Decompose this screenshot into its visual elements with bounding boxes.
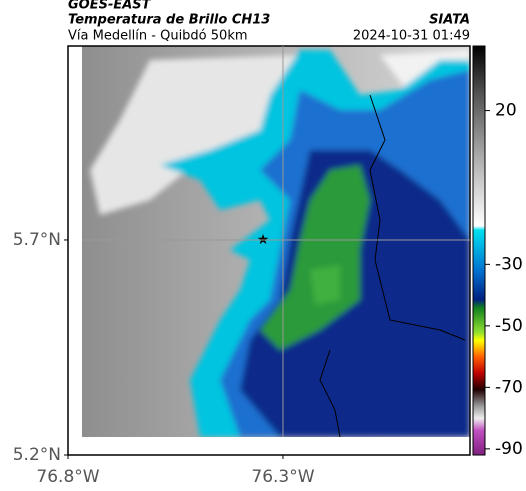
- source: GOES-EAST: [68, 0, 152, 13]
- product: Temperatura de Brillo CH13: [68, 13, 270, 28]
- route: Vía Medellín - Quibdó 50km: [68, 29, 248, 44]
- map-frame: [67, 45, 471, 456]
- colorbar-label: 20: [495, 101, 517, 121]
- timestamp: 2024-10-31 01:49: [353, 29, 470, 44]
- x-tick-label: 76.3°W: [251, 467, 314, 487]
- y-tick-label: 5.7°N: [13, 230, 61, 250]
- colorbar-label: -90: [495, 439, 523, 459]
- colorbar-label: -30: [495, 254, 523, 274]
- agency: SIATA: [429, 13, 470, 28]
- colorbar-label: -70: [495, 377, 523, 397]
- satellite-image: [82, 46, 470, 437]
- x-tick-label: 76.8°W: [36, 467, 99, 487]
- colorbar-label: -50: [495, 316, 523, 336]
- y-tick-label: 5.2°N: [13, 445, 61, 465]
- colorbar: [472, 45, 486, 456]
